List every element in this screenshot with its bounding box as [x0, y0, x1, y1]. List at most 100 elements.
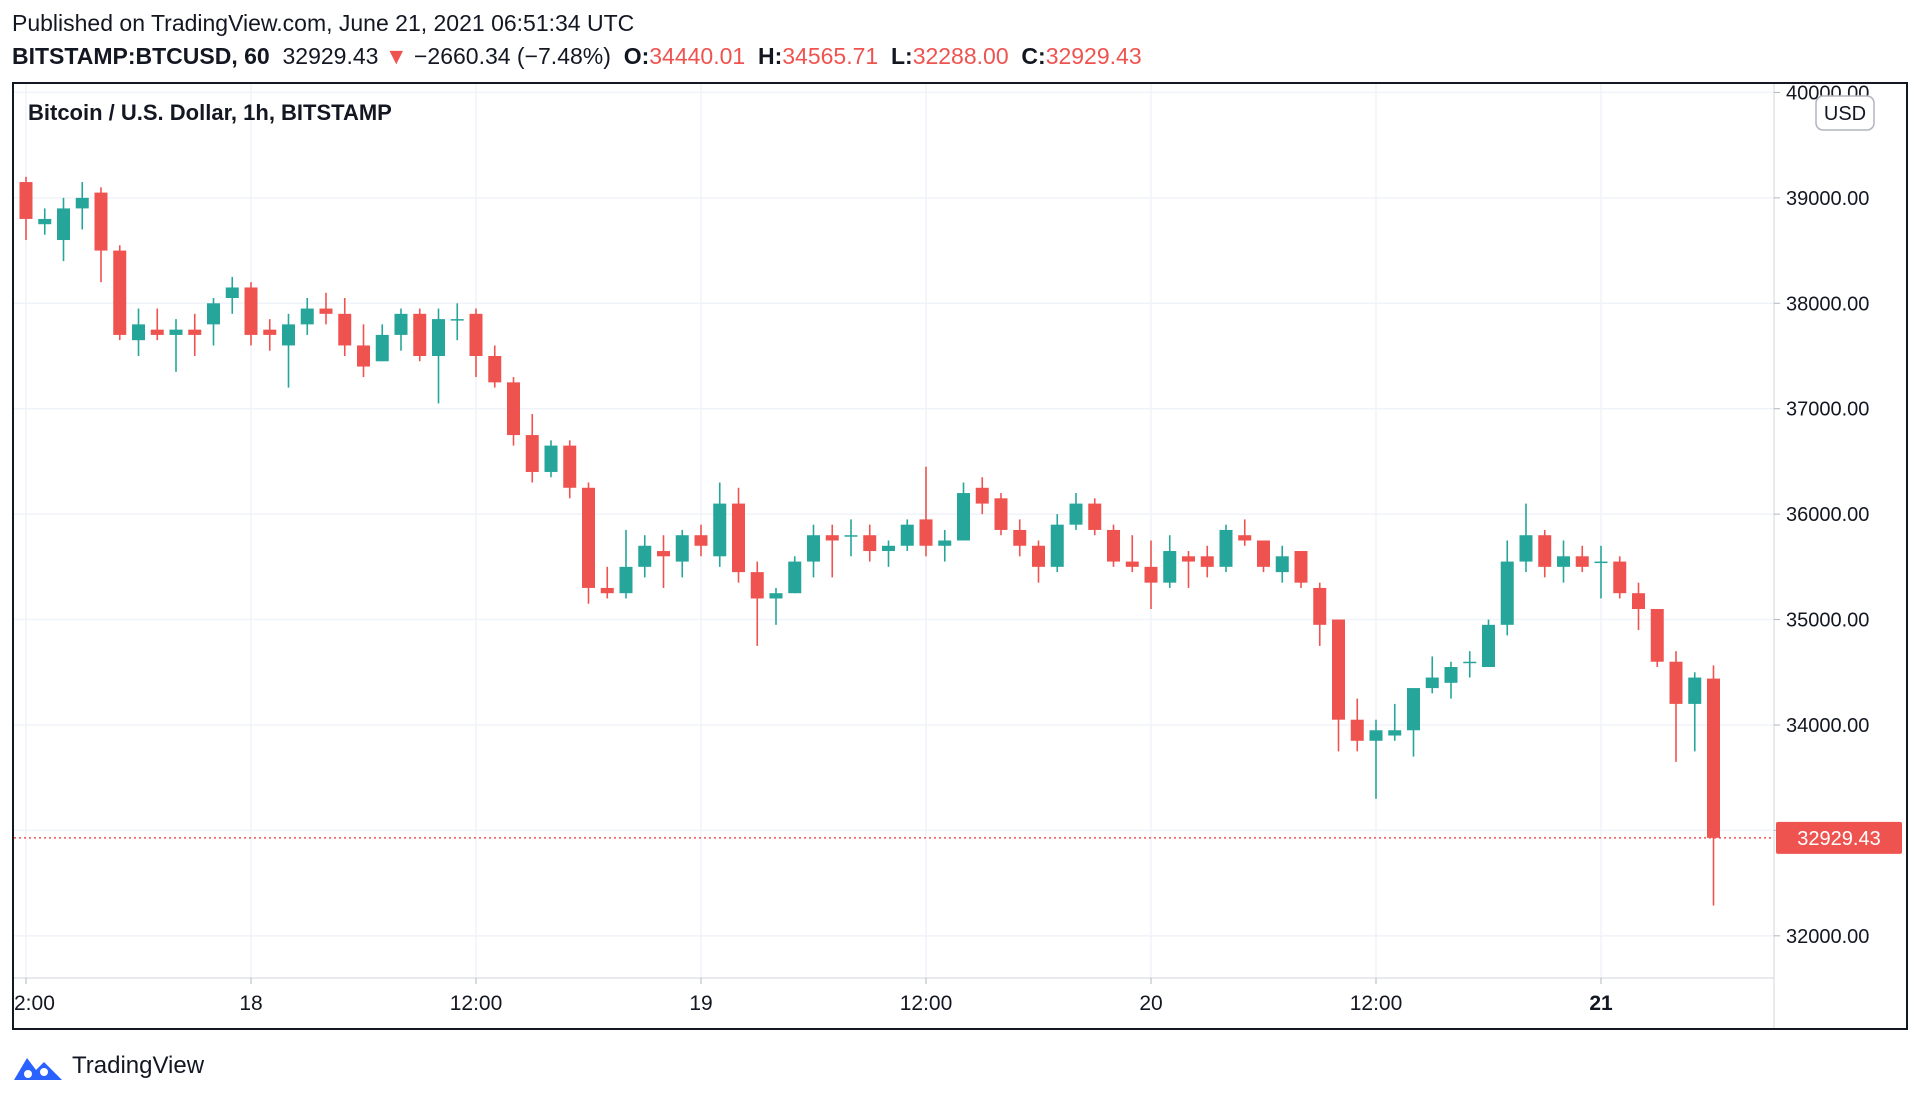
price-axis[interactable]: 32000.0033000.0034000.0035000.0036000.00…: [1774, 84, 1869, 948]
last-price-value: 32929.43: [282, 43, 379, 69]
chart-panel[interactable]: 32000.0033000.0034000.0035000.0036000.00…: [12, 82, 1908, 1030]
candle-body: [619, 566, 633, 594]
time-axis[interactable]: 2:00 18 12:00 19 12:00 20 12:00 21: [14, 978, 1613, 1015]
candle: [938, 529, 952, 562]
candle-body: [750, 572, 764, 599]
candle: [432, 308, 445, 404]
last-price-tag: 32929.43: [1776, 821, 1902, 854]
candle-body: [638, 545, 652, 567]
candle: [1032, 540, 1045, 583]
candle: [1275, 545, 1289, 583]
candle: [1557, 540, 1570, 583]
candle-body: [375, 334, 389, 362]
candle-body: [1144, 566, 1158, 583]
candle-body: [300, 308, 314, 325]
candle-body: [225, 287, 239, 299]
candle-body: [1032, 545, 1045, 567]
candle-body: [807, 535, 820, 562]
candle-body: [657, 551, 670, 557]
candle-body: [1444, 666, 1458, 683]
candle: [825, 524, 839, 578]
candle-body: [150, 329, 164, 335]
candle-body: [1688, 677, 1702, 704]
candle-body: [1650, 609, 1664, 662]
candle: [132, 308, 145, 356]
candle: [244, 282, 258, 346]
currency-badge[interactable]: USD: [1815, 95, 1875, 131]
candle: [619, 529, 633, 599]
candle: [1350, 698, 1364, 752]
candle: [1444, 661, 1458, 699]
candle-body: [207, 303, 220, 325]
candle-body: [1632, 593, 1645, 610]
candle-body: [600, 587, 614, 594]
candle-body: [1182, 556, 1195, 562]
candle: [75, 182, 89, 230]
candle: [525, 413, 539, 483]
candle: [488, 345, 502, 388]
candle-body: [1500, 561, 1514, 625]
candle-body: [1275, 556, 1289, 573]
candle-body: [263, 329, 277, 335]
candle: [863, 524, 877, 562]
candle: [319, 292, 333, 325]
candle: [1257, 540, 1270, 573]
candle-body: [338, 313, 352, 346]
candle-body: [1463, 661, 1477, 664]
x-tick-label: 12:00: [900, 992, 953, 1015]
close-label: C:: [1021, 43, 1046, 69]
candle: [1482, 619, 1495, 667]
candle-body: [1350, 719, 1364, 741]
candle-body: [1257, 540, 1270, 567]
candle: [1519, 503, 1533, 573]
candle: [1332, 619, 1345, 752]
price-chart[interactable]: 32000.0033000.0034000.0035000.0036000.00…: [14, 84, 1906, 1028]
candle-body: [1088, 503, 1102, 530]
candle-body: [1425, 677, 1439, 689]
candle: [900, 519, 914, 552]
candle: [975, 477, 989, 515]
candle: [1013, 519, 1027, 557]
candle-body: [1407, 688, 1420, 731]
candle-body: [919, 519, 933, 546]
candle: [1650, 609, 1664, 667]
candle: [732, 487, 745, 583]
candle: [38, 208, 52, 235]
candle: [1182, 551, 1195, 588]
candle-body: [38, 218, 52, 225]
candle: [919, 466, 933, 557]
candle: [1632, 582, 1645, 631]
candle-body: [169, 329, 183, 335]
x-tick-label: 21: [1589, 992, 1613, 1015]
candle-body: [244, 287, 258, 335]
grid-layer: [14, 84, 1774, 978]
candle-body: [394, 313, 408, 335]
open-value: 34440.01: [649, 43, 746, 69]
candle: [1219, 524, 1233, 573]
chart-title: Bitcoin / U.S. Dollar, 1h, BITSTAMP: [28, 100, 392, 125]
candle: [807, 524, 820, 578]
candle: [375, 324, 389, 362]
candle-body: [1388, 730, 1402, 736]
candle-body: [844, 535, 858, 537]
quote-line: BITSTAMP:BTCUSD, 60 32929.43 ▼ −2660.34 …: [12, 43, 1142, 70]
candle-body: [1575, 556, 1589, 567]
candle: [19, 176, 33, 241]
candle-body: [675, 535, 689, 562]
tradingview-logo-icon: [14, 1058, 62, 1080]
tradingview-brand[interactable]: TradingView: [12, 1048, 204, 1084]
candle: [413, 308, 427, 362]
y-tick-label: 38000.00: [1786, 293, 1869, 315]
candle-body: [282, 324, 295, 346]
low-label: L:: [890, 43, 913, 69]
candle: [1050, 514, 1064, 573]
candle: [263, 319, 277, 351]
candle-body: [469, 313, 483, 356]
candle: [582, 482, 595, 604]
change-value: −2660.34 (−7.48%): [413, 43, 611, 69]
candle-body: [713, 503, 727, 557]
candle-body: [582, 487, 595, 588]
candle: [94, 187, 108, 283]
candle-body: [1200, 556, 1214, 567]
candle-body: [1557, 556, 1570, 567]
